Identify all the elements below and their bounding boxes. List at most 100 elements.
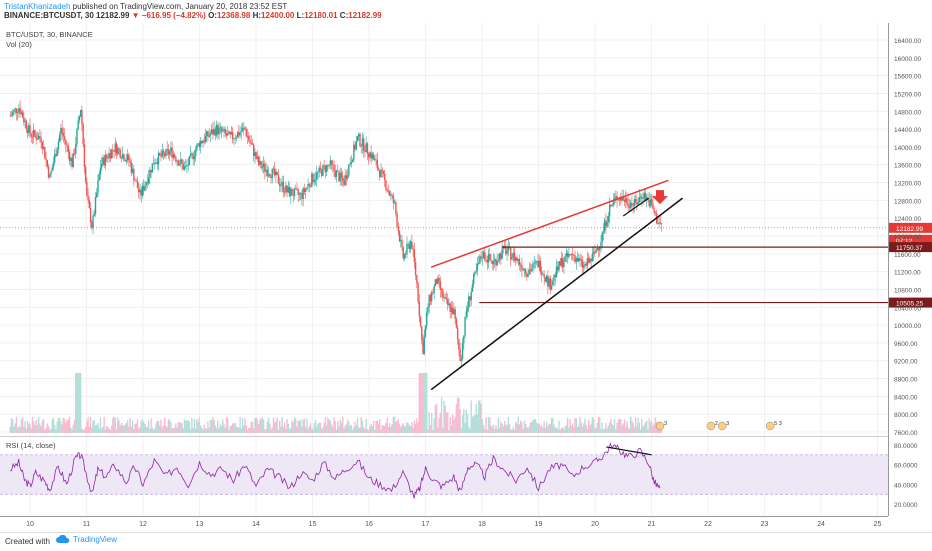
down-arrow-icon: [651, 190, 668, 205]
candle-body: [219, 127, 222, 129]
candle-body: [465, 311, 467, 317]
support-1-tag-bg: [889, 242, 932, 253]
candle-body: [638, 196, 641, 203]
volume-bar: [177, 422, 180, 433]
volume-bar: [638, 422, 641, 433]
volume-bar: [97, 422, 99, 433]
volume-bar: [81, 428, 83, 433]
volume-bar: [245, 425, 247, 433]
candle-body: [102, 157, 104, 164]
time-tick-label: 22: [704, 521, 712, 528]
volume-bar: [579, 416, 581, 433]
candle-body: [538, 260, 540, 268]
volume-bar: [448, 429, 450, 433]
price-tick-label: 7600.00: [894, 430, 918, 437]
candle-body: [658, 222, 660, 224]
candle-body: [181, 159, 183, 164]
candle-body: [204, 135, 207, 142]
candle-body: [196, 144, 198, 151]
price-axis[interactable]: 16400.00 16000.00 15600.00 15200.00 14800.00…: [894, 38, 921, 509]
volume-bar: [401, 425, 403, 433]
volume-bar: [42, 418, 45, 433]
candle-body: [512, 252, 514, 258]
candle-body: [485, 259, 487, 261]
volume-bar: [57, 417, 60, 433]
volume-bar: [47, 426, 50, 433]
volume-bar: [140, 420, 142, 433]
volume-bar: [455, 403, 458, 433]
candle-body: [623, 199, 626, 202]
volume-bar: [610, 419, 612, 433]
candle-body: [147, 177, 150, 184]
candle-body: [24, 120, 26, 122]
volume-bar: [236, 427, 239, 433]
candle-body: [175, 157, 177, 162]
volume-bar: [597, 416, 600, 433]
volume-bar: [94, 425, 97, 433]
volume-bar: [547, 426, 549, 433]
candle-body: [521, 265, 523, 271]
candle-body: [81, 109, 83, 125]
candle-body: [607, 216, 610, 223]
candle-body: [176, 160, 178, 162]
volume-bar: [355, 425, 357, 433]
candle-body: [355, 141, 357, 150]
candle-body: [405, 254, 407, 255]
tradingview-logo[interactable]: TradingView: [56, 535, 117, 544]
time-tick-label: 25: [874, 521, 882, 528]
volume-bar: [138, 428, 140, 433]
volume-bar: [208, 427, 210, 433]
candle-body: [343, 180, 345, 186]
volume-bar: [301, 426, 303, 433]
volume-bar: [233, 423, 235, 433]
volume-bar: [652, 425, 654, 433]
volume-bar: [185, 421, 187, 433]
volume-bar: [553, 424, 555, 433]
publisher-link[interactable]: TristanKhanizadeh: [4, 2, 71, 11]
candle-body: [552, 280, 554, 286]
candle-body: [239, 132, 241, 136]
high-label: H:: [252, 11, 262, 20]
volume-bar: [322, 427, 324, 433]
volume-bar: [149, 428, 151, 433]
candle-body: [443, 297, 445, 299]
volume-bar: [164, 417, 166, 433]
volume-bar: [323, 423, 325, 433]
volume-bar: [79, 373, 82, 433]
volume-bar: [307, 429, 309, 433]
time-axis[interactable]: 10 11 12 13 14 15 16 17 18 19 20 21 22 23 24 25: [26, 521, 881, 528]
volume-bar: [440, 397, 443, 433]
candle-body: [584, 263, 586, 266]
candle-body: [297, 189, 299, 195]
volume-bar: [650, 420, 653, 433]
candle-body: [178, 163, 181, 166]
time-tick-label: 17: [422, 521, 430, 528]
candle-body: [353, 144, 355, 160]
volume-bar: [241, 418, 244, 433]
event-count: 2: [715, 421, 718, 427]
volume-bar: [642, 426, 644, 433]
volume-bar: [395, 421, 397, 433]
candle-body: [322, 165, 324, 176]
volume-bar: [374, 429, 376, 433]
volume-bar: [648, 418, 650, 433]
price-tick-label: 10800.00: [894, 287, 921, 294]
price-tick-label: 13200.00: [894, 181, 921, 188]
candle-body: [573, 255, 575, 256]
volume-bar: [66, 419, 68, 433]
volume-bar: [387, 426, 390, 433]
volume-bar: [412, 427, 414, 433]
candle-body: [627, 204, 629, 207]
brand-text: TradingView: [73, 535, 118, 544]
created-with-text: Created with: [5, 537, 50, 546]
candle-body: [104, 155, 107, 166]
candle-body: [173, 154, 176, 158]
candle-body: [84, 166, 87, 182]
volume-bar: [497, 417, 500, 433]
volume-bar: [134, 423, 136, 433]
volume-bar: [239, 416, 241, 433]
candle-body: [539, 260, 542, 273]
candle-body: [118, 148, 120, 150]
candle-body: [314, 179, 317, 181]
candle-body: [126, 154, 129, 161]
